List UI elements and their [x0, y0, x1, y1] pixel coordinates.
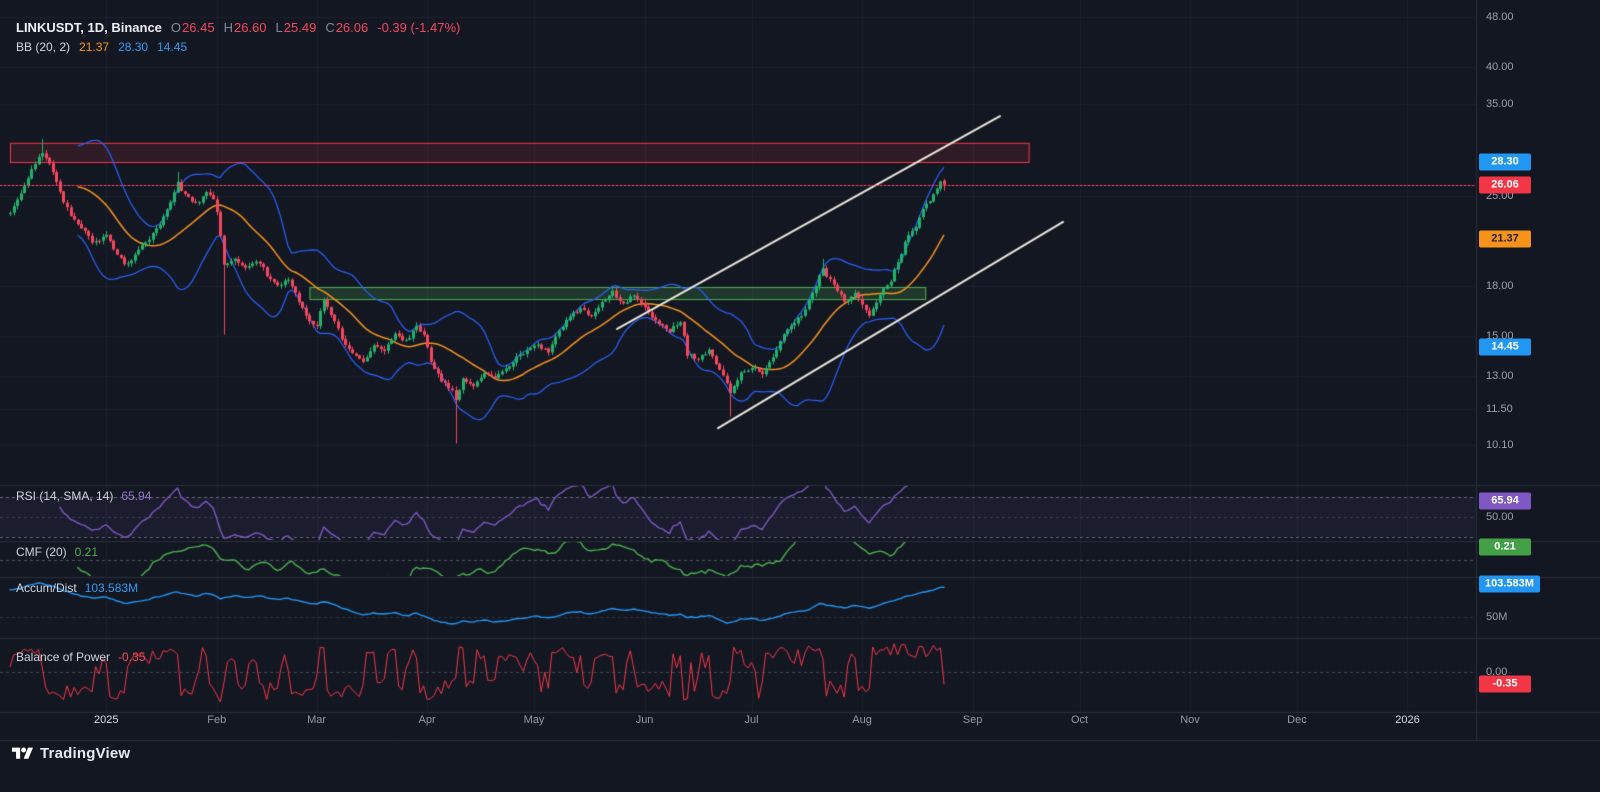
- rsi-badge: 65.94: [1479, 492, 1531, 510]
- time-axis-label: 2026: [1395, 714, 1420, 726]
- bb-title[interactable]: BB (20, 2): [16, 39, 71, 54]
- rsi-value: 65.94: [121, 489, 152, 503]
- time-axis-label: Apr: [418, 714, 436, 726]
- cmf-title: CMF (20): [16, 545, 67, 559]
- time-axis-label: Aug: [852, 714, 872, 726]
- accum-dist-badge: 103.583M: [1479, 575, 1540, 593]
- time-axis-label: May: [523, 714, 545, 726]
- accum-dist-value: 103.583M: [84, 581, 139, 595]
- bb-upper-badge: 28.30: [1479, 153, 1531, 171]
- high-value: 26.60: [233, 20, 267, 35]
- accum-dist-legend[interactable]: Accum/Dist 103.583M: [16, 580, 138, 596]
- cmf-legend[interactable]: CMF (20) 0.21: [16, 544, 98, 560]
- bop-legend[interactable]: Balance of Power -0.35: [16, 649, 145, 665]
- bop-badge: -0.35: [1479, 675, 1531, 693]
- low-label: L: [275, 20, 283, 35]
- price-axis-label: 48.00: [1486, 10, 1514, 23]
- time-axis-label: Jun: [635, 714, 654, 726]
- sub-axis-label: 50.00: [1486, 511, 1514, 523]
- ohlc-low: L25.49: [276, 20, 317, 35]
- ohlc-open: O26.45: [171, 20, 215, 35]
- rsi-legend[interactable]: RSI (14, SMA, 14) 65.94: [16, 488, 151, 504]
- close-value: 26.06: [335, 20, 369, 35]
- bb-basis-value: 21.37: [79, 39, 110, 54]
- last-price-badge: 26.06: [1479, 176, 1531, 194]
- sub-axis-label: 0.00: [1486, 666, 1508, 678]
- ohlc-high: H26.60: [224, 20, 267, 35]
- price-axis-label: 10.10: [1486, 438, 1514, 451]
- symbol-legend-row[interactable]: LINKUSDT, 1D, Binance O26.45 H26.60 L25.…: [16, 18, 460, 37]
- price-axis-label: 13.00: [1486, 369, 1514, 382]
- open-value: 26.45: [182, 20, 215, 35]
- bop-value: -0.35: [118, 650, 146, 664]
- time-axis-label: Nov: [1180, 714, 1200, 726]
- accum-dist-title: Accum/Dist: [16, 581, 77, 595]
- time-axis-label: Oct: [1070, 714, 1089, 726]
- close-label: C: [325, 20, 335, 35]
- cmf-value: 0.21: [74, 545, 99, 559]
- time-axis-label: Mar: [307, 714, 327, 726]
- footer: TradingView: [12, 745, 130, 762]
- bb-lower-value: 14.45: [157, 39, 188, 54]
- tradingview-brand[interactable]: TradingView: [40, 745, 131, 762]
- open-label: O: [170, 20, 182, 35]
- time-axis-label: 2025: [94, 714, 119, 726]
- price-axis-label: 11.50: [1486, 403, 1513, 416]
- bb-lower-badge: 14.45: [1479, 338, 1531, 356]
- rsi-title: RSI (14, SMA, 14): [16, 489, 114, 503]
- bb-legend-row[interactable]: BB (20, 2) 21.37 28.30 14.45: [16, 37, 460, 56]
- low-value: 25.49: [283, 20, 317, 35]
- ohlc-close: C26.06: [325, 20, 368, 35]
- cmf-badge: 0.21: [1479, 538, 1531, 556]
- bb-upper-value: 28.30: [118, 39, 149, 54]
- price-axis-label: 35.00: [1486, 97, 1514, 110]
- legend: LINKUSDT, 1D, Binance O26.45 H26.60 L25.…: [16, 18, 460, 56]
- change-value: -0.39 (-1.47%): [377, 20, 461, 35]
- bop-title: Balance of Power: [16, 650, 111, 664]
- tradingview-logo-icon[interactable]: [12, 745, 33, 762]
- time-axis-label: Sep: [962, 714, 983, 726]
- bb-basis-badge: 21.37: [1479, 230, 1531, 248]
- sub-axis-label: 50M: [1486, 611, 1508, 623]
- symbol-title[interactable]: LINKUSDT, 1D, Binance: [16, 20, 162, 35]
- time-axis-label: Feb: [207, 714, 227, 726]
- time-axis-label: Dec: [1287, 714, 1307, 726]
- high-label: H: [223, 20, 233, 35]
- time-axis-label: Jul: [744, 714, 759, 726]
- price-axis-label: 40.00: [1486, 61, 1514, 74]
- price-axis-label: 18.00: [1486, 280, 1514, 293]
